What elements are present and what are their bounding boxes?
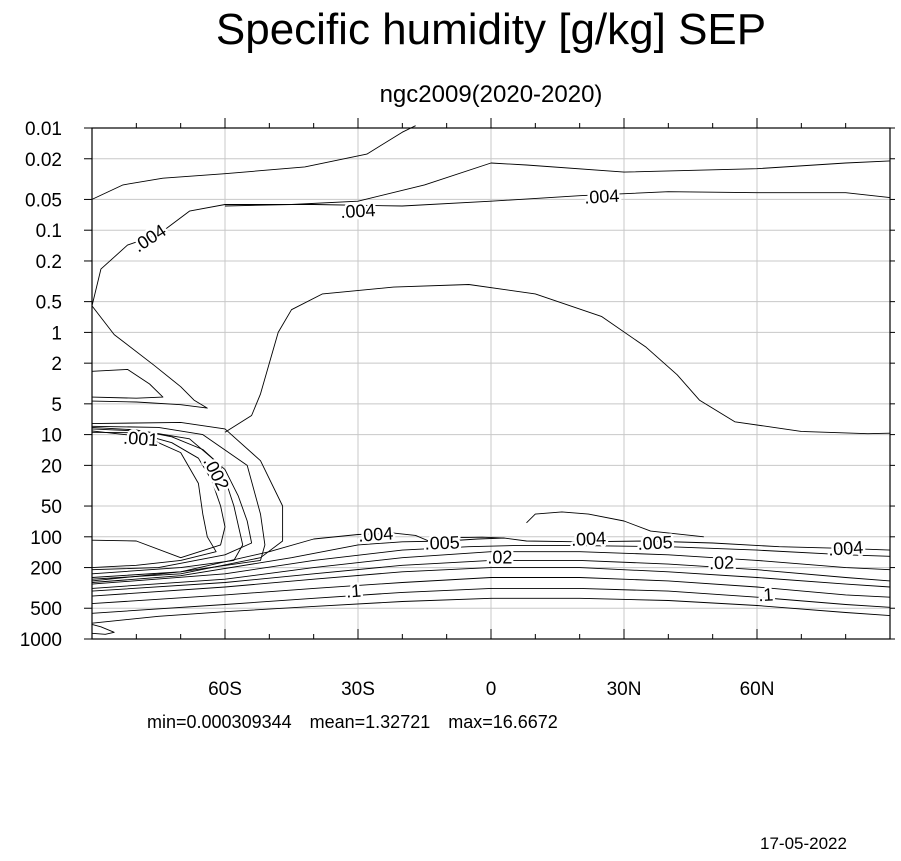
contour-line-22	[433, 536, 505, 539]
contour-line-2	[224, 160, 891, 207]
contour-line-3	[91, 305, 208, 409]
contour-lines	[91, 125, 891, 635]
contour-label-12: .1	[345, 581, 361, 602]
y-tick-label-4: 0.2	[36, 252, 62, 273]
x-tick-label-4: 60N	[740, 679, 775, 700]
stat-min: min=0.000309344	[147, 712, 292, 732]
contour-line-11	[91, 532, 434, 582]
y-tick-label-8: 5	[51, 395, 62, 416]
contour-label-0: .004	[129, 220, 169, 256]
contour-line-4	[91, 368, 164, 399]
contour-label-7: .02	[487, 548, 512, 568]
contour-line-20	[91, 623, 115, 635]
contour-label-10: .02	[709, 552, 735, 573]
stat-max: max=16.6672	[448, 712, 558, 732]
contour-line-23	[526, 511, 704, 538]
contour-line-7	[91, 430, 217, 569]
contour-line-17	[91, 577, 891, 605]
x-tick-label-0: 60S	[208, 679, 242, 700]
y-tick-label-3: 0.1	[36, 221, 62, 242]
axis-ticks: 60S 30S 0 30N 60N 0.01 0.02 0.05 0.1 0.2 0.5 1 2 5 10 2…	[20, 118, 895, 700]
y-tick-label-10: 20	[41, 456, 62, 477]
stats-line: min=0.000309344 mean=1.32721 max=16.6672	[147, 712, 576, 733]
y-tick-label-1: 0.02	[25, 150, 62, 171]
y-tick-label-15: 1000	[20, 630, 62, 651]
y-tick-label-13: 200	[30, 559, 62, 580]
contour-line-14	[91, 551, 891, 589]
y-tick-label-11: 50	[41, 497, 62, 518]
contour-line-1	[91, 191, 891, 307]
contour-label-9: .005	[637, 532, 673, 554]
y-tick-label-9: 10	[41, 426, 62, 447]
y-tick-label-12: 100	[30, 528, 62, 549]
contour-line-0	[91, 125, 416, 200]
y-tick-label-0: 0.01	[25, 119, 62, 140]
contour-line-13	[91, 545, 891, 585]
contour-line-19	[91, 597, 891, 624]
contour-line-5	[91, 426, 253, 571]
contour-line-21	[224, 284, 891, 435]
contour-line-6	[91, 431, 226, 559]
contour-label-5: .004	[358, 523, 394, 545]
contour-line-18	[91, 587, 891, 614]
y-tick-label-6: 1	[51, 323, 62, 344]
x-tick-label-2: 0	[486, 679, 497, 700]
x-tick-label-3: 30N	[607, 679, 642, 700]
y-tick-label-7: 2	[51, 354, 62, 375]
contour-label-6: .005	[424, 532, 460, 553]
y-tick-label-14: 500	[30, 599, 62, 620]
chart-title: Specific humidity [g/kg] SEP	[216, 5, 766, 54]
contour-line-15	[91, 559, 891, 592]
contour-label-3: .001	[123, 428, 159, 450]
x-tick-label-1: 30S	[341, 679, 375, 700]
contour-label-11: .004	[827, 537, 863, 559]
date-stamp: 17-05-2022	[760, 834, 847, 853]
contour-labels: .004.004.004.001.002.004.005.02.004.005.…	[120, 183, 866, 607]
contour-line-10	[91, 421, 284, 580]
contour-label-1: .004	[340, 200, 376, 222]
contour-label-13: .1	[758, 584, 774, 605]
plot-frame	[91, 127, 891, 640]
chart-subtitle: ngc2009(2020-2020)	[380, 81, 603, 108]
y-tick-label-2: 0.05	[25, 190, 62, 211]
stat-mean: mean=1.32721	[309, 712, 431, 732]
contour-line-9	[91, 425, 266, 578]
contour-line-8	[91, 428, 244, 575]
contour-label-8: .004	[571, 528, 607, 550]
contour-label-2: .004	[584, 186, 620, 208]
contour-line-16	[91, 567, 891, 597]
y-tick-label-5: 0.5	[36, 293, 62, 314]
